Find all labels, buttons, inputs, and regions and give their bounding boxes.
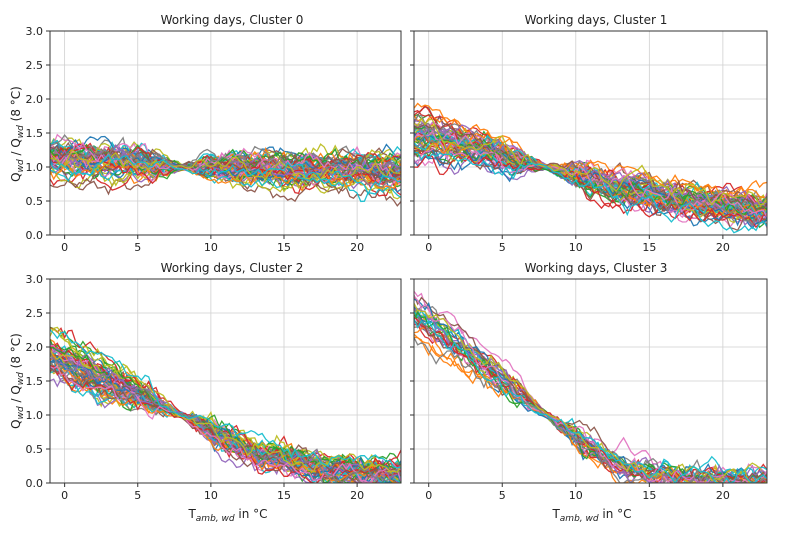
x-tick-label: 10 <box>204 241 218 254</box>
y-tick-label: 1.5 <box>26 127 44 140</box>
data-series-line <box>50 329 401 469</box>
data-series-line <box>50 356 401 480</box>
data-series-line <box>50 367 401 483</box>
x-tick-label: 15 <box>277 241 291 254</box>
axes-frame <box>413 30 768 236</box>
data-series-line <box>414 154 767 229</box>
x-axis-label-right: Tamb, wd in °C <box>551 507 631 524</box>
data-series-line <box>50 162 401 203</box>
x-axis-label-left: Tamb, wd in °C <box>187 507 267 524</box>
x-tick-label: 20 <box>350 241 364 254</box>
x-tick-label: 20 <box>716 241 730 254</box>
data-series-line <box>414 318 767 483</box>
panel-title: Working days, Cluster 3 <box>525 261 668 275</box>
panel-title: Working days, Cluster 1 <box>525 13 668 27</box>
axes-frame <box>413 278 768 484</box>
data-series-line <box>414 337 767 483</box>
panel-cluster-0: Working days, Cluster 0 0 5 10 15 20 0.0 0.5 1… <box>26 13 402 254</box>
data-series-line <box>50 346 401 476</box>
x-tick-label: 5 <box>134 489 141 502</box>
data-series-line <box>50 352 401 483</box>
x-tick-label: 10 <box>569 241 583 254</box>
y-tick-label: 0.5 <box>26 443 44 456</box>
data-series-line <box>414 119 767 210</box>
x-tick-label: 15 <box>642 241 656 254</box>
x-tick-label: 20 <box>716 489 730 502</box>
y-tick-label: 2.5 <box>26 59 44 72</box>
data-series-line <box>414 298 767 483</box>
x-tick-label: 5 <box>499 241 506 254</box>
y-tick-label: 0.0 <box>26 477 44 490</box>
x-tick-label: 0 <box>61 241 68 254</box>
data-series-line <box>414 122 767 212</box>
x-tick-label: 0 <box>61 489 68 502</box>
x-tick-label: 10 <box>204 489 218 502</box>
x-tick-label: 5 <box>134 241 141 254</box>
x-tick-label: 0 <box>425 241 432 254</box>
y-axis-label-bottom: Qwd / Qwd (8 °C) <box>9 333 26 429</box>
data-series-line <box>50 359 401 483</box>
y-axis-label-top: Qwd / Qwd (8 °C) <box>9 86 26 182</box>
data-series-line <box>414 336 767 483</box>
y-tick-label: 1.5 <box>26 375 44 388</box>
x-tick-label: 5 <box>499 489 506 502</box>
y-tick-label: 3.0 <box>26 273 44 286</box>
data-series-line <box>50 353 401 483</box>
x-tick-label: 15 <box>642 489 656 502</box>
y-tick-label: 1.0 <box>26 161 44 174</box>
data-series-line <box>50 153 401 196</box>
data-series-line <box>50 146 401 189</box>
panel-cluster-1: Working days, Cluster 1 0 5 10 15 20 <box>410 13 768 254</box>
y-tick-label: 1.0 <box>26 409 44 422</box>
x-tick-label: 15 <box>277 489 291 502</box>
data-series-line <box>414 117 767 206</box>
data-series-line <box>50 134 401 171</box>
data-series-line <box>414 151 767 234</box>
x-tick-label: 20 <box>350 489 364 502</box>
data-series-line <box>50 365 401 483</box>
axes-frame <box>49 30 402 236</box>
data-series-line <box>50 145 401 181</box>
x-tick-label: 0 <box>425 489 432 502</box>
panel-cluster-2: Working days, Cluster 2 0 5 10 15 20 0.0 0.5 1… <box>26 261 402 502</box>
y-tick-label: 2.0 <box>26 93 44 106</box>
data-series-line <box>50 155 401 190</box>
panel-title: Working days, Cluster 0 <box>161 13 304 27</box>
y-tick-label: 2.5 <box>26 307 44 320</box>
y-tick-label: 3.0 <box>26 25 44 38</box>
y-tick-label: 0.0 <box>26 229 44 242</box>
data-series-line <box>414 295 767 483</box>
data-series-line <box>414 316 767 483</box>
y-tick-label: 2.0 <box>26 341 44 354</box>
data-series-line <box>50 163 401 207</box>
panel-title: Working days, Cluster 2 <box>161 261 304 275</box>
data-series-line <box>414 302 767 483</box>
y-tick-label: 0.5 <box>26 195 44 208</box>
x-tick-label: 10 <box>569 489 583 502</box>
panel-cluster-3: Working days, Cluster 3 0 5 10 15 20 <box>410 261 768 502</box>
axes-frame <box>49 278 402 484</box>
data-series-line <box>414 102 767 199</box>
